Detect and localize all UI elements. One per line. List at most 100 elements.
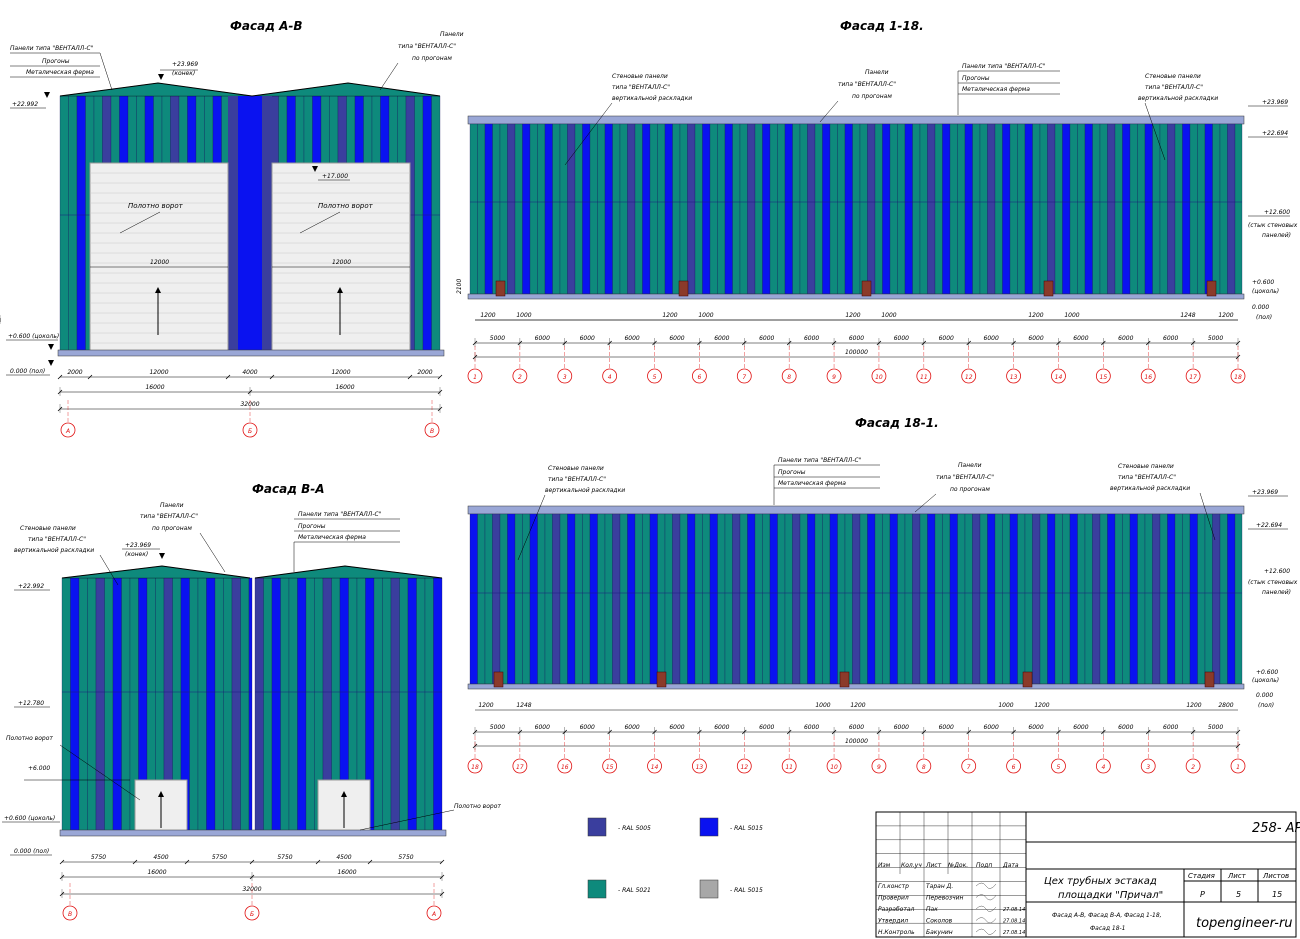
va-label-wall-1: Стеновые панели [20, 525, 76, 532]
dimension-label: 12000 [331, 369, 350, 376]
f181-label-wall-r2: типа "ВЕНТАЛЛ-С" [1118, 474, 1176, 481]
wall-panel [424, 577, 434, 833]
f118-elev-joint-note-2: панелей) [1262, 232, 1291, 239]
wall-panel [1107, 123, 1116, 295]
f118-label-wall-r3: вертикальной раскладки [1138, 95, 1218, 102]
wall-panel [724, 513, 733, 685]
stamp-stage-header: Стадия [1188, 872, 1215, 880]
dimension-label: 4000 [242, 369, 257, 376]
wall-panel [979, 123, 988, 295]
wall-panel [373, 577, 383, 833]
wall-panel [957, 513, 966, 685]
wall-panel [642, 123, 651, 295]
f118-label-wall-1: Стеновые панели [612, 73, 668, 80]
wall-panel [1084, 513, 1093, 685]
wall-panel [399, 577, 409, 833]
wall-panel [1212, 123, 1221, 295]
av-gate-lines [90, 172, 410, 344]
wall-panel [934, 123, 943, 295]
stamp-date: 27.08.14 [1003, 919, 1025, 925]
wall-panel [1002, 123, 1011, 295]
dimension-label: 1000 [998, 702, 1013, 709]
wall-panel [297, 577, 307, 833]
dimension-label: 5000 [490, 335, 505, 342]
wall-panel [829, 123, 838, 295]
stamp-header: Лист [925, 862, 942, 869]
wall-panel [1189, 513, 1198, 685]
dimension-tick [225, 374, 231, 380]
wall-panel [1197, 513, 1206, 685]
wall-panel [732, 123, 741, 295]
dimension-tick [59, 859, 65, 865]
axis-label: 4 [1101, 764, 1105, 771]
axis-bubble [826, 758, 842, 774]
wall-panel [1032, 123, 1041, 295]
dimension-label: 1200 [1034, 702, 1049, 709]
wall-panel [792, 123, 801, 295]
wall-panel [1227, 123, 1236, 295]
axis-label: 6 [697, 374, 701, 381]
axis-label: 7 [967, 764, 971, 771]
va-elev-plinth: +0.600 (цоколь) [4, 815, 55, 822]
wall-panel [709, 123, 718, 295]
axis-bubble [426, 905, 442, 921]
wall-panel [709, 513, 718, 685]
wall-panel [305, 577, 315, 833]
f118-doors [495, 280, 1217, 297]
axis-label: 10 [875, 374, 883, 381]
stamp-name: Бакунин [926, 929, 953, 936]
dimension-label: 6000 [939, 335, 954, 342]
f118-roof [467, 115, 1245, 125]
facade-18-1: Фасад 18-1. Стеновые панели типа "ВЕНТАЛ… [467, 416, 1298, 774]
va-roof-right [254, 565, 443, 579]
axis-label: 5 [653, 374, 657, 381]
av-roof-right [251, 82, 441, 97]
axis-bubble [60, 422, 76, 438]
wall-panel [859, 513, 868, 685]
wall-panel [762, 513, 771, 685]
wall-panel [477, 123, 486, 295]
personnel-door [1022, 671, 1033, 688]
dimension-label: 6000 [669, 724, 684, 731]
wall-panel [679, 513, 688, 685]
stamp-name: Таран Д. [926, 883, 953, 890]
wall-panel [1182, 513, 1191, 685]
wall-panel [739, 513, 748, 685]
wall-panel [837, 123, 846, 295]
wall-panel [492, 123, 501, 295]
av-gate-width-left: 12000 [150, 259, 169, 266]
axis-label: 2 [1191, 764, 1195, 771]
f181-elev-mid: +22.694 [1256, 522, 1282, 529]
wall-panel [612, 123, 621, 295]
stamp-sheet: 5 [1236, 890, 1241, 899]
wall-panel [59, 95, 69, 353]
wall-panel [1204, 513, 1213, 685]
f181-label-panels-2: типа "ВЕНТАЛЛ-С" [936, 474, 994, 481]
wall-panel [634, 123, 643, 295]
axis-label: 5 [1057, 764, 1061, 771]
wall-panel [574, 513, 583, 685]
axis-bubble [1095, 368, 1111, 384]
dimension-label: 1200 [1028, 312, 1043, 319]
wall-panel [754, 123, 763, 295]
facade-v-a-title: Фасад В-А [252, 482, 325, 496]
wall-panel [1032, 513, 1041, 685]
wall-panel [552, 123, 561, 295]
wall-panel [619, 123, 628, 295]
wall-panel [1054, 123, 1063, 295]
wall-panel [672, 123, 681, 295]
wall-panel [1017, 513, 1026, 685]
wall-panel [897, 123, 906, 295]
va-label-purlins: Прогоны [298, 523, 326, 530]
wall-panel [874, 123, 883, 295]
stamp-role: Гл.констр [878, 883, 909, 890]
f181-elev-joint-note-1: (стык стеновых [1248, 579, 1298, 586]
f118-elev-floor-note: (пол) [1256, 314, 1272, 321]
f181-elev-floor-note: (пол) [1258, 702, 1274, 709]
wall-panel [649, 513, 658, 685]
wall-panel [416, 577, 426, 833]
axis-label: 9 [877, 764, 881, 771]
av-gate-label-right: Полотно ворот [318, 202, 374, 210]
wall-panel [1039, 123, 1048, 295]
dimension-tick [269, 374, 275, 380]
